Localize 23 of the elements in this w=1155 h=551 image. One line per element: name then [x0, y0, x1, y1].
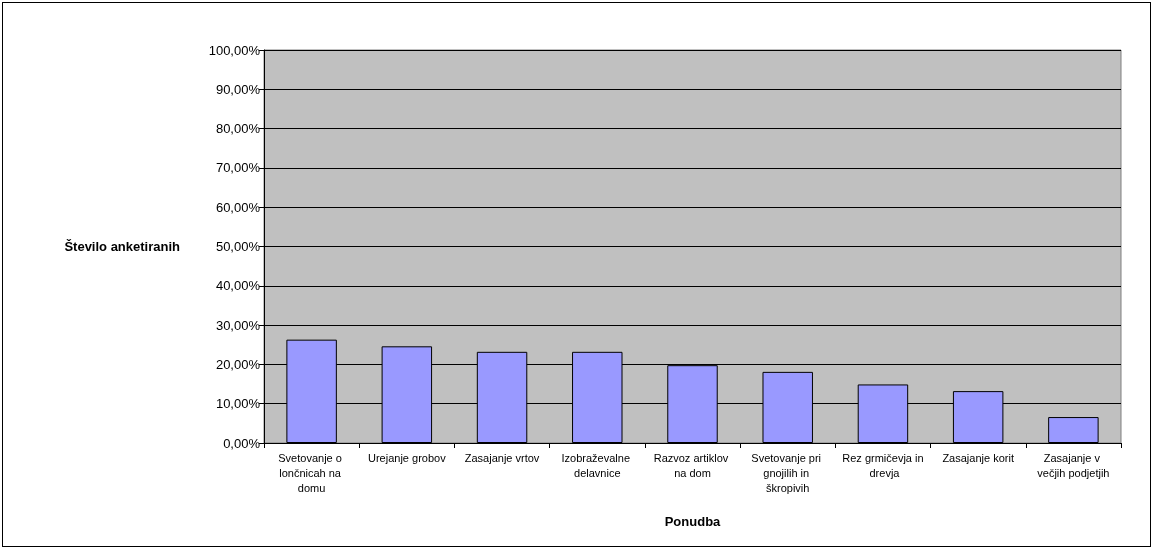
y-axis-title: Število anketiranih: [64, 239, 181, 254]
x-tick-label: Rez grmičevja in drevja: [842, 451, 924, 479]
y-tick-label: 60,00%: [215, 199, 261, 215]
y-tick-label: 10,00%: [215, 396, 261, 412]
y-tick-label: 80,00%: [215, 121, 261, 137]
x-tick-label: Svetovanje pri gnojilih in škropivih: [751, 451, 825, 494]
y-tick-label: 30,00%: [215, 317, 261, 333]
y-tick-label: 40,00%: [215, 278, 261, 294]
x-tick-label: Urejanje grobov: [368, 451, 447, 464]
y-tick-label: 70,00%: [215, 160, 261, 176]
y-tick-label: 50,00%: [215, 239, 261, 254]
y-tick-label: 100,00%: [208, 42, 261, 58]
x-tick-label: Razvoz artiklov na dom: [653, 451, 732, 479]
x-tick-label: Svetovanje o lončnicah na domu: [278, 451, 345, 494]
y-tick-label: 20,00%: [215, 356, 261, 372]
x-axis-title: Ponudba: [664, 514, 722, 529]
x-tick-label: Zasajanje korit: [942, 451, 1014, 464]
y-tick-label: 90,00%: [215, 81, 261, 97]
x-tick-label: Zasajanje v večjih podjetjih: [1037, 451, 1110, 479]
y-tick-label: 0,00%: [223, 435, 261, 451]
x-tick-label: Zasajanje vrtov: [464, 451, 540, 464]
bar: [1048, 417, 1099, 443]
x-tick-label: Izobraževalne delavnice: [561, 451, 634, 479]
